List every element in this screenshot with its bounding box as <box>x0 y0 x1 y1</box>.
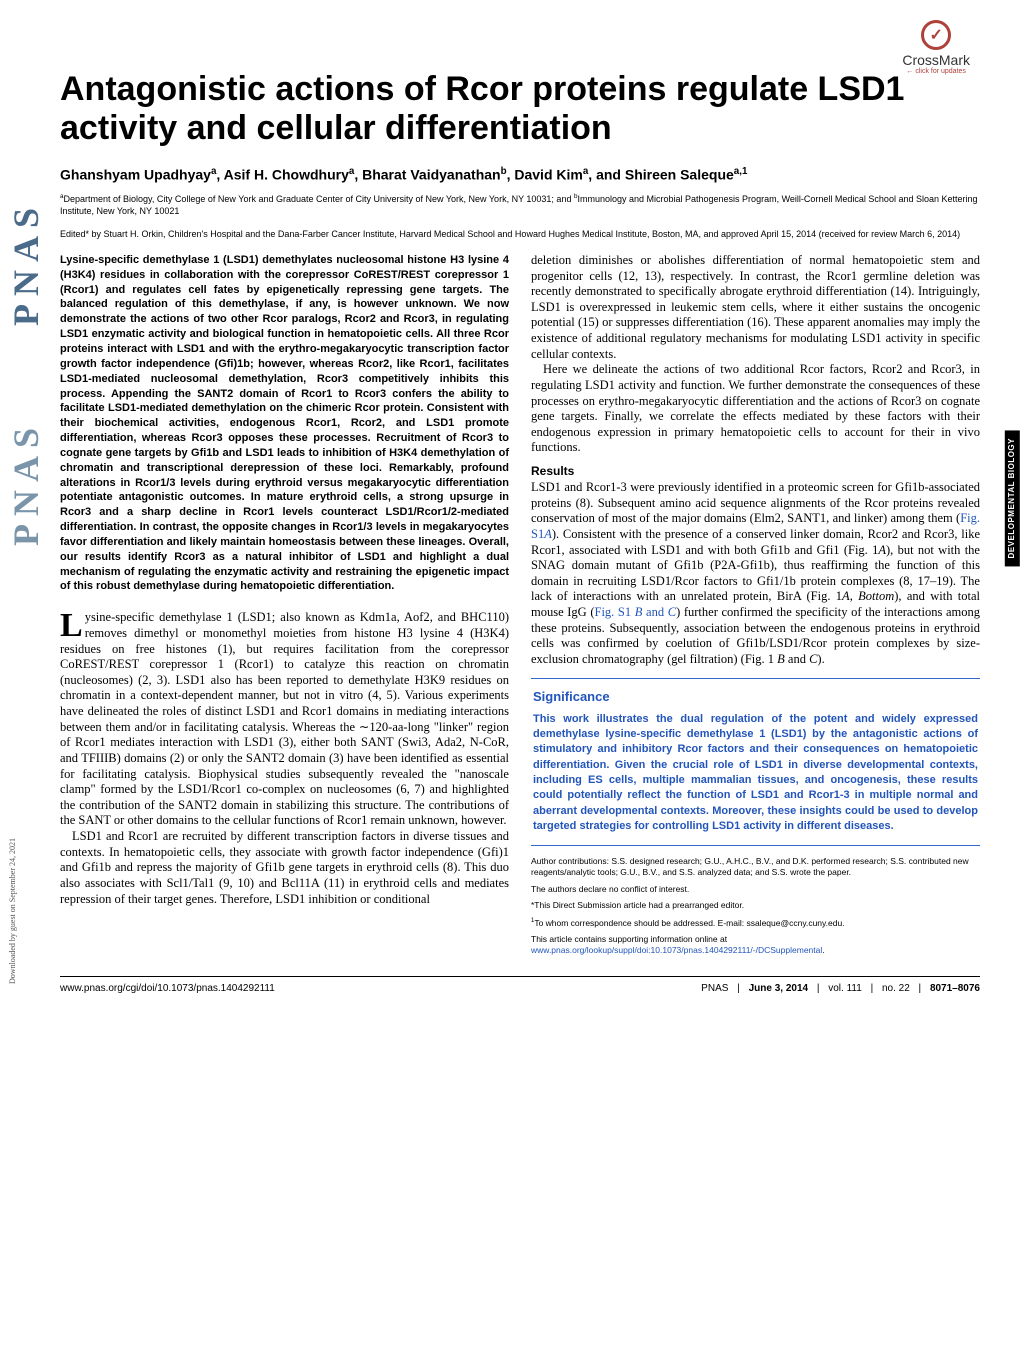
section-tab: DEVELOPMENTAL BIOLOGY <box>1005 430 1020 566</box>
page-footer: www.pnas.org/cgi/doi/10.1073/pnas.140429… <box>60 976 980 994</box>
significance-heading: Significance <box>533 689 978 704</box>
footer-volume: vol. 111 <box>828 983 862 994</box>
editor-note: Edited* by Stuart H. Orkin, Children's H… <box>60 229 980 241</box>
left-margin: PNAS PNAS Downloaded by guest on Septemb… <box>0 0 40 1014</box>
right-p1: deletion diminishes or abolishes differe… <box>531 253 980 362</box>
footer-citation: PNAS | June 3, 2014 | vol. 111 | no. 22 … <box>701 983 980 994</box>
pnas-logo: PNAS <box>5 200 47 326</box>
right-column: deletion diminishes or abolishes differe… <box>531 253 980 962</box>
footer-date: June 3, 2014 <box>749 983 808 994</box>
author-contributions: Author contributions: S.S. designed rese… <box>531 856 980 879</box>
intro-continued: deletion diminishes or abolishes differe… <box>531 253 980 456</box>
intro-p1-text: ysine-specific demethylase 1 (LSD1; also… <box>60 610 509 827</box>
footer-issue: no. 22 <box>882 983 910 994</box>
abstract: Lysine-specific demethylase 1 (LSD1) dem… <box>60 253 509 594</box>
results-text: LSD1 and Rcor1-3 were previously identif… <box>531 480 980 668</box>
significance-box: Significance This work illustrates the d… <box>531 678 980 846</box>
left-column: Lysine-specific demethylase 1 (LSD1) dem… <box>60 253 509 962</box>
significance-body: This work illustrates the dual regulatio… <box>533 712 978 835</box>
crossmark-label: CrossMark <box>902 52 970 68</box>
supporting-info: This article contains supporting informa… <box>531 934 980 957</box>
footer-journal: PNAS <box>701 983 728 994</box>
crossmark-badge[interactable]: ✓ CrossMark ← click for updates <box>902 20 970 75</box>
crossmark-sublabel: ← click for updates <box>902 68 970 75</box>
dropcap: L <box>60 610 85 641</box>
intro-p1: Lysine-specific demethylase 1 (LSD1; als… <box>60 610 509 829</box>
results-p1: LSD1 and Rcor1-3 were previously identif… <box>531 480 980 668</box>
correspondence: 1To whom correspondence should be addres… <box>531 917 980 929</box>
download-note: Downloaded by guest on September 24, 202… <box>8 838 17 984</box>
main-content: ✓ CrossMark ← click for updates Antagoni… <box>40 0 1020 1014</box>
conflict-of-interest: The authors declare no conflict of inter… <box>531 884 980 895</box>
crossmark-icon: ✓ <box>921 20 951 50</box>
right-p2: Here we delineate the actions of two add… <box>531 362 980 456</box>
intro-p2: LSD1 and Rcor1 are recruited by differen… <box>60 829 509 907</box>
footer-pages: 8071–8076 <box>930 983 980 994</box>
page: PNAS PNAS Downloaded by guest on Septemb… <box>0 0 1020 1014</box>
intro-text: Lysine-specific demethylase 1 (LSD1; als… <box>60 610 509 907</box>
affiliations: aDepartment of Biology, City College of … <box>60 193 980 217</box>
author-list: Ghanshyam Upadhyaya, Asif H. Chowdhurya,… <box>60 166 980 183</box>
two-column-body: Lysine-specific demethylase 1 (LSD1) dem… <box>60 253 980 962</box>
footer-doi[interactable]: www.pnas.org/cgi/doi/10.1073/pnas.140429… <box>60 983 275 994</box>
editor-footnote: *This Direct Submission article had a pr… <box>531 900 980 911</box>
results-heading: Results <box>531 464 980 478</box>
article-title: Antagonistic actions of Rcor proteins re… <box>60 70 980 148</box>
pnas-logo-faded: PNAS <box>5 420 47 546</box>
footnotes: Author contributions: S.S. designed rese… <box>531 856 980 957</box>
